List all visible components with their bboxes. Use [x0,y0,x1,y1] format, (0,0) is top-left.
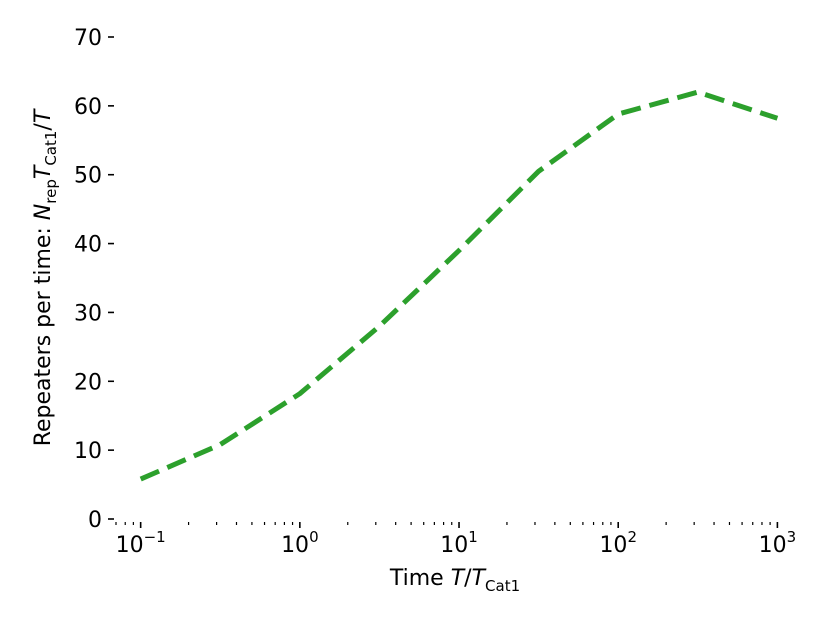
y-tick-label: 20 [74,370,102,395]
x-axis: 10−1 100 101 102 103 [115,522,797,558]
x-tick-label: 103 [759,528,797,558]
y-tick-label: 30 [74,301,102,326]
x-tick-label: 101 [440,528,478,558]
series-layer [139,89,779,482]
y-tick-label: 50 [74,164,102,189]
x-tick-label: 10−1 [116,528,166,558]
x-tick-label: 100 [281,528,319,558]
y-axis: 0 10 20 30 40 50 60 70 [74,26,114,533]
x-axis-label: Time T/TCat1 [389,566,520,595]
y-axis-label: Repeaters per time: NrepTCat1/T [31,108,60,446]
y-tick-label: 10 [74,439,102,464]
y-tick-label: 60 [74,95,102,120]
y-tick-label: 0 [88,508,102,533]
series-line [139,89,779,482]
y-tick-label: 40 [74,233,102,258]
y-tick-label: 70 [74,26,102,51]
x-tick-label: 102 [599,528,637,558]
